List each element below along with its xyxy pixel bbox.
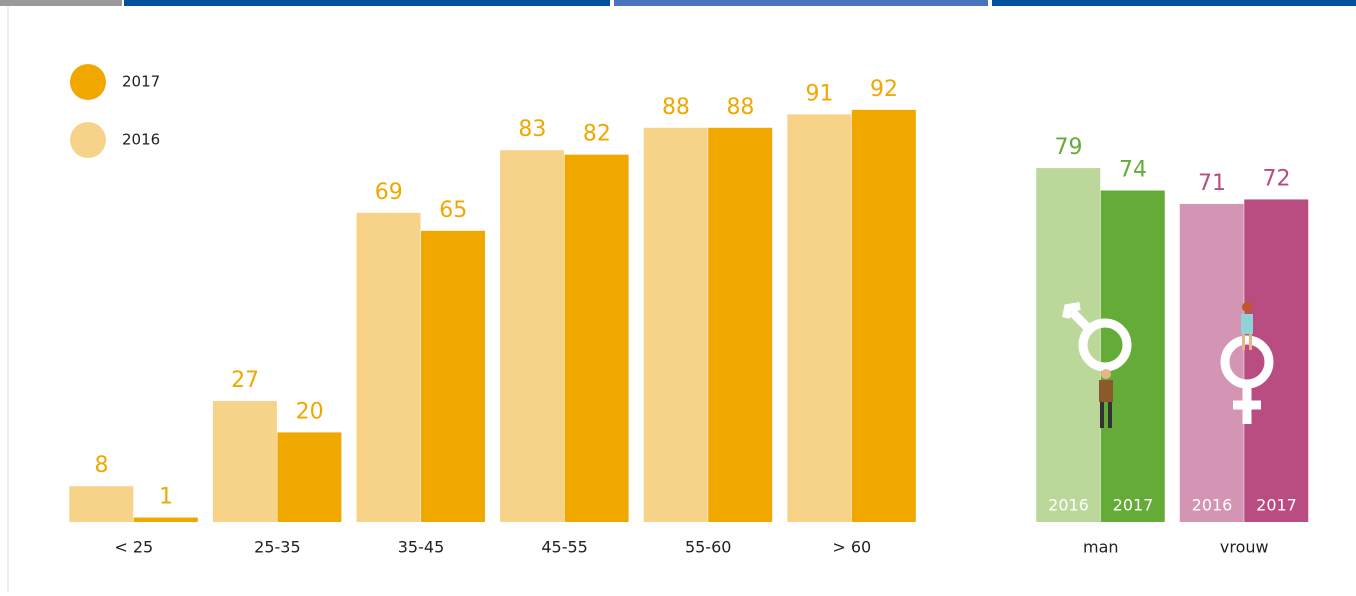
bar <box>277 432 342 522</box>
x-tick-label: < 25 <box>114 538 153 557</box>
male-symbol <box>1062 302 1132 372</box>
bar <box>421 230 485 523</box>
value-label: 71 <box>1198 171 1226 196</box>
legend-label: 2016 <box>122 131 160 149</box>
legend-marker <box>70 122 106 158</box>
x-tick-label: vrouw <box>1220 538 1269 557</box>
value-label: 92 <box>870 77 898 102</box>
bar <box>133 517 198 522</box>
x-tick-label: 25-35 <box>254 538 301 557</box>
bar <box>69 486 134 522</box>
value-label: 74 <box>1119 157 1147 182</box>
legend-marker <box>70 64 106 100</box>
bar <box>564 154 629 522</box>
bar <box>212 401 277 522</box>
x-tick-label: man <box>1083 538 1119 557</box>
value-label: 8 <box>95 453 109 478</box>
bar <box>356 212 421 522</box>
value-label: 79 <box>1055 135 1083 160</box>
value-label: 91 <box>806 81 834 106</box>
bar <box>851 109 916 522</box>
bar <box>787 114 852 522</box>
female-symbol <box>1220 335 1274 424</box>
x-tick-label: 55-60 <box>685 538 732 557</box>
value-label: 83 <box>518 117 546 142</box>
value-label: 20 <box>296 399 324 424</box>
bar <box>1036 168 1101 522</box>
person-icon <box>1099 369 1113 428</box>
bar <box>500 150 565 522</box>
value-label: 69 <box>375 180 403 205</box>
tab <box>992 0 1356 6</box>
bar <box>708 127 773 522</box>
series-label: 2016 <box>1192 496 1233 515</box>
bar <box>1100 190 1165 523</box>
value-label: 1 <box>159 485 173 510</box>
value-label: 88 <box>662 95 690 120</box>
series-label: 2016 <box>1048 496 1089 515</box>
series-label: 2017 <box>1113 496 1154 515</box>
value-label: 27 <box>231 368 259 393</box>
bar <box>1179 203 1244 523</box>
tab <box>614 0 988 6</box>
tab <box>0 0 122 6</box>
series-label: 2017 <box>1256 496 1297 515</box>
value-label: 88 <box>726 95 754 120</box>
value-label: 65 <box>439 198 467 223</box>
person-icon <box>1241 302 1253 350</box>
x-tick-label: 45-55 <box>541 538 588 557</box>
value-label: 82 <box>583 122 611 147</box>
bar <box>643 127 708 522</box>
tab <box>124 0 610 6</box>
bar <box>1244 199 1309 522</box>
x-tick-label: 35-45 <box>398 538 445 557</box>
x-tick-label: > 60 <box>832 538 871 557</box>
legend-label: 2017 <box>122 73 160 91</box>
value-label: 72 <box>1263 166 1291 191</box>
bars: < 25 8 1 25-35 27 20 35-45 69 65 45-55 83 82 55-60 88… <box>69 64 1309 557</box>
